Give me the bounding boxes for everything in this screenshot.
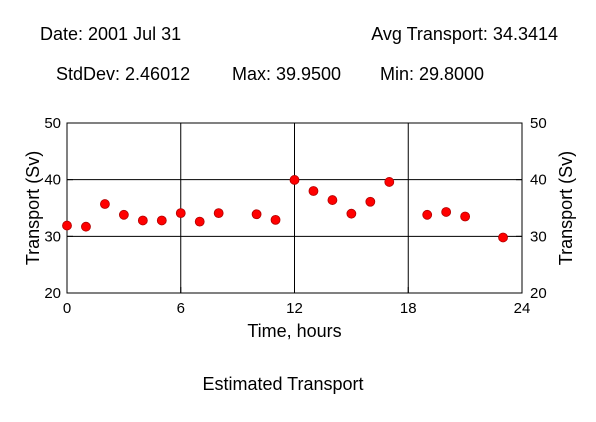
data-point [175,208,186,219]
y-tick-label: 50 [44,115,61,132]
max-label: Max: 39.9500 [232,64,342,84]
data-point [384,177,395,187]
y-tick-label-right: 30 [530,228,547,245]
data-point [62,220,72,231]
data-point [289,175,300,185]
y-tick-label-right: 50 [530,115,547,132]
y-axis-title-right: Transport (Sv) [556,151,576,265]
x-tick-label: 24 [514,300,531,317]
data-point [498,232,508,243]
x-tick-label: 12 [286,300,303,317]
x-tick-label: 6 [177,300,185,317]
data-point [460,211,471,222]
data-point [346,208,357,219]
y-tick-label: 20 [44,285,61,302]
data-point [156,215,167,226]
data-point [308,186,319,196]
y-tick-label-right: 20 [530,285,547,302]
date-label: Date: 2001 Jul 31 [40,24,182,44]
x-tick-label: 0 [63,300,71,317]
y-tick-label: 40 [44,172,61,189]
y-tick-label: 30 [44,228,61,245]
data-point [441,207,452,217]
data-point [251,209,262,220]
chart-caption: Estimated Transport [202,374,364,394]
x-axis-title: Time, hours [247,321,341,341]
data-point [194,216,205,227]
data-point [137,215,148,226]
y-axis-title-left: Transport (Sv) [23,151,43,265]
x-tick-label: 18 [400,300,417,317]
y-tick-label-right: 40 [530,172,547,189]
data-point [81,221,91,232]
data-point [118,209,129,220]
min-label: Min: 29.8000 [380,64,485,84]
data-point [270,214,281,225]
stddev-label: StdDev: 2.46012 [56,64,191,84]
avg-transport-label: Avg Transport: 34.3414 [371,24,558,44]
data-point [213,208,224,219]
data-point [422,209,433,220]
data-point [365,196,376,207]
grid-lines [66,122,523,294]
data-point [100,199,110,209]
data-point [327,195,338,205]
data-points [62,175,508,243]
